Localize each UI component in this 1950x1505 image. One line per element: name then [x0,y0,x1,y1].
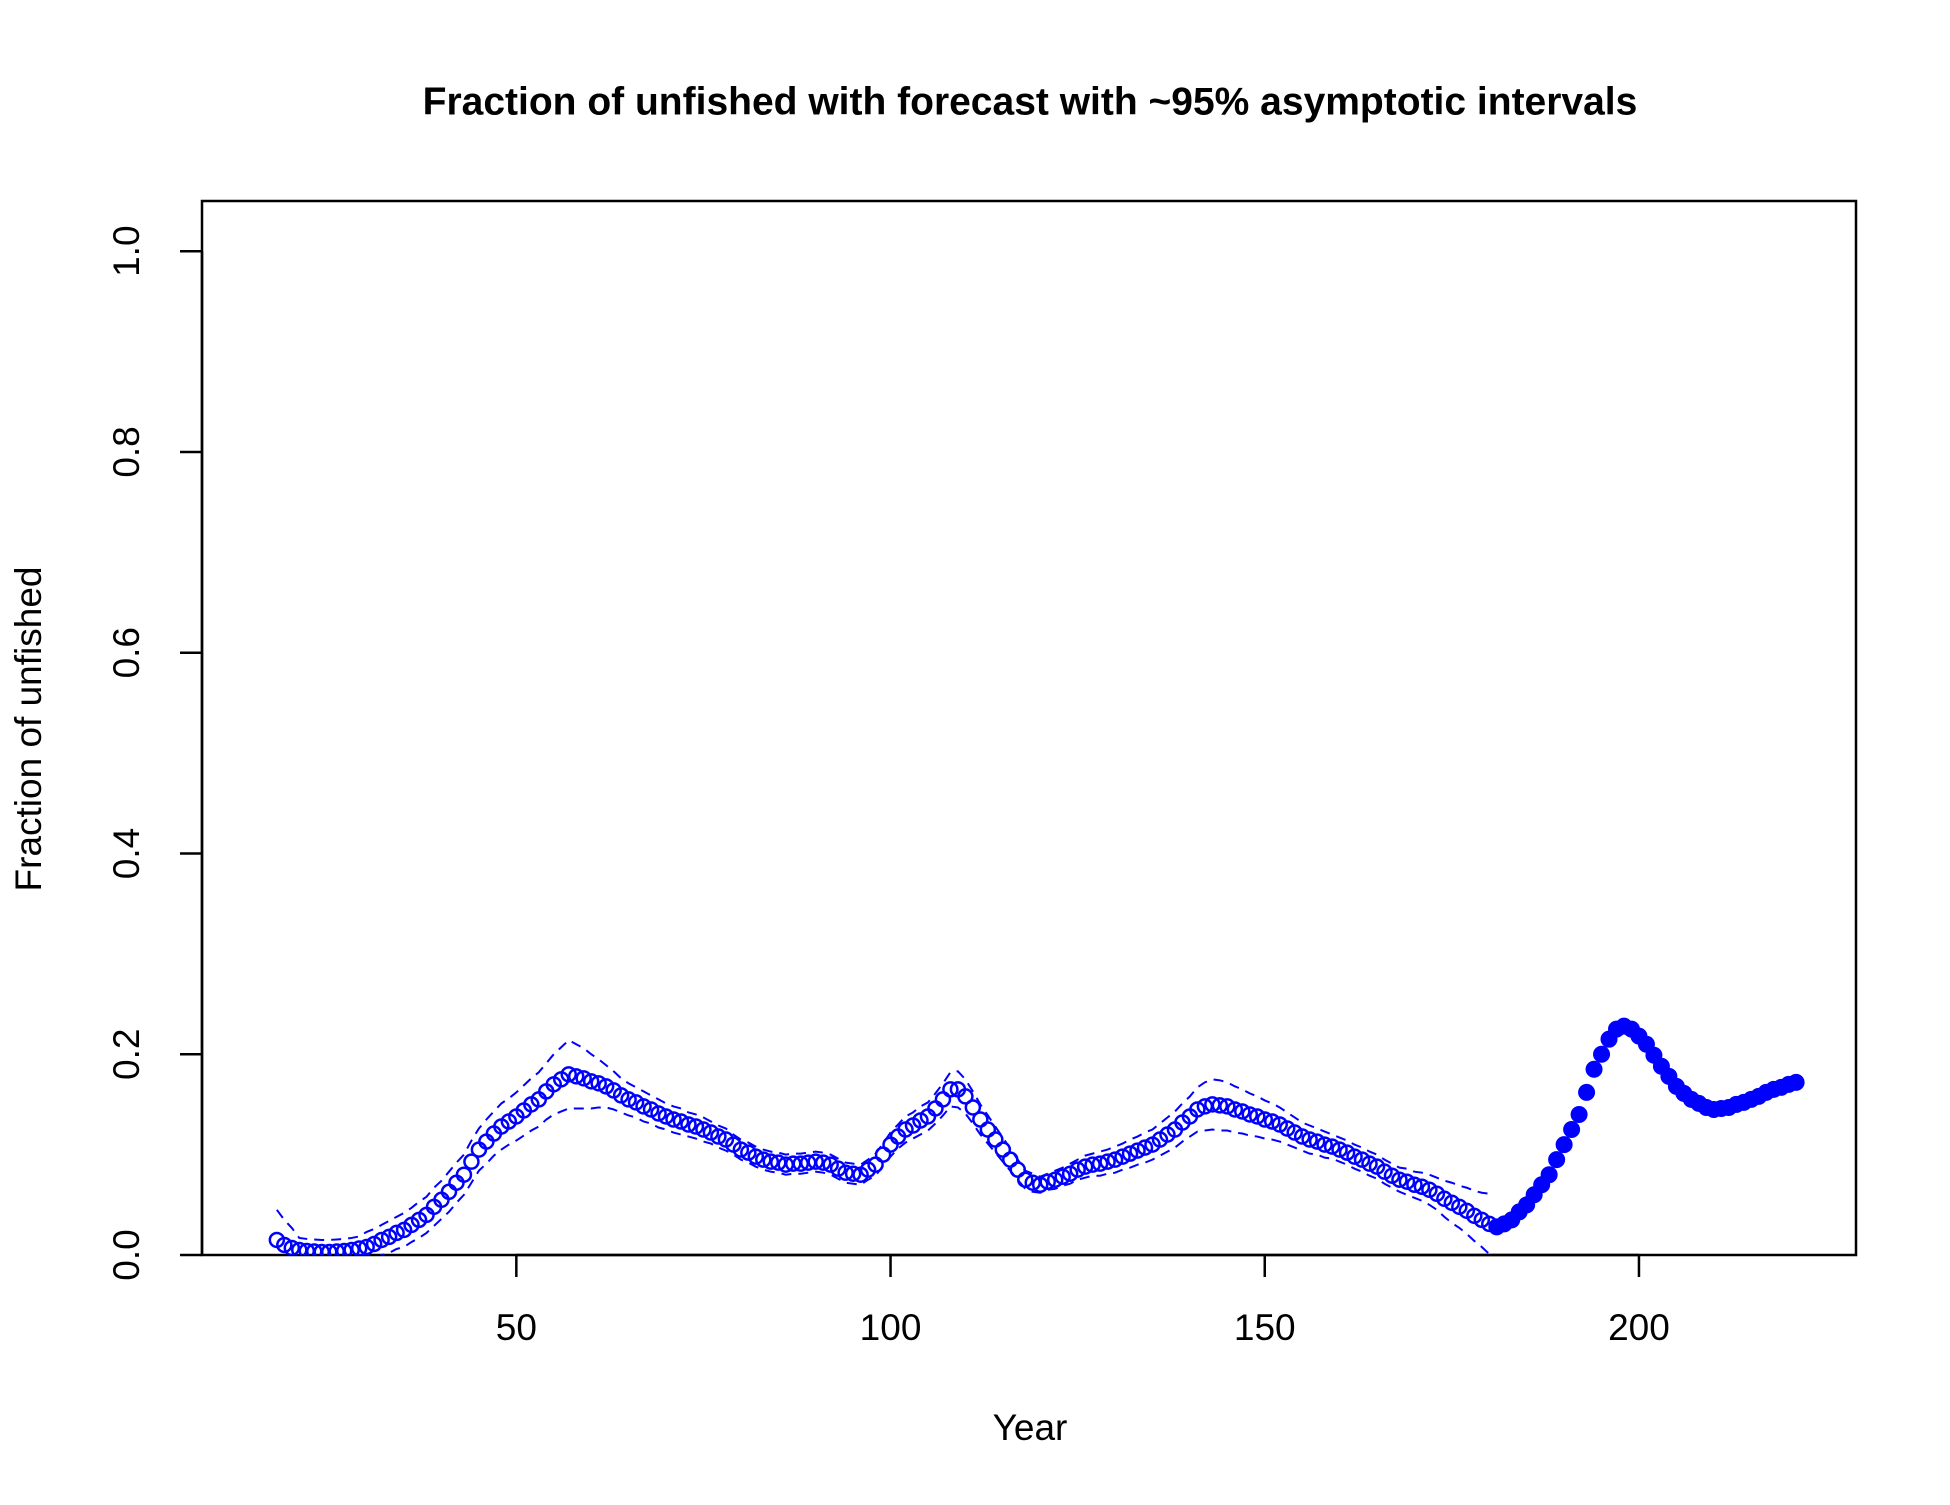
point [575,1070,592,1087]
point [1391,1171,1408,1188]
point [1346,1148,1363,1165]
y-tick-label: 1.0 [106,225,147,276]
point [620,1091,637,1108]
point [814,1154,832,1171]
point [388,1224,405,1242]
point [373,1231,390,1249]
y-tick-label: 0.8 [106,426,147,477]
point [1226,1101,1244,1118]
point [1031,1176,1049,1193]
point [1054,1168,1071,1185]
point [358,1238,375,1255]
point [1316,1136,1333,1153]
point [1413,1178,1431,1195]
forecast-point [1563,1121,1581,1139]
point [283,1239,301,1255]
point [1076,1158,1094,1175]
point [1308,1133,1326,1150]
y-axis-label: Fraction of unfished [8,567,49,892]
point [1039,1173,1056,1190]
point [1106,1151,1124,1168]
point [942,1081,959,1098]
point [560,1066,577,1083]
y-tick-label: 0.6 [106,627,147,678]
point [1017,1171,1034,1188]
point [665,1111,682,1128]
point [1323,1138,1341,1155]
point [335,1242,353,1255]
point [1398,1173,1416,1190]
point [755,1151,772,1168]
x-tick-label: 200 [1608,1307,1670,1348]
point [1249,1108,1266,1125]
point [695,1121,712,1138]
point [1091,1155,1109,1172]
point [1263,1113,1281,1130]
point [680,1116,697,1133]
point [844,1165,862,1182]
point [1256,1111,1274,1128]
point [1084,1156,1101,1173]
point [1361,1155,1378,1172]
chart-title: Fraction of unfished with forecast with … [423,80,1638,123]
x-tick-label: 100 [860,1307,922,1348]
point [657,1108,675,1125]
point [1136,1139,1154,1156]
forecast-point [1585,1060,1603,1078]
y-tick-label: 0.4 [106,828,147,879]
y-tick-label: 0.0 [106,1229,147,1280]
point [747,1148,765,1165]
forecast-point [1555,1136,1573,1154]
point [635,1098,652,1115]
point [343,1241,360,1255]
y-tick-label: 0.2 [106,1029,147,1080]
forecast-point [1787,1073,1805,1091]
forecast-point [1570,1105,1588,1123]
point [582,1073,600,1090]
forecast-point [1578,1083,1596,1101]
point [807,1153,824,1170]
point [590,1075,607,1092]
point [1406,1176,1423,1193]
point [1099,1153,1116,1170]
point [1219,1098,1236,1115]
forecast-point [1540,1166,1558,1184]
point [276,1236,293,1254]
point [1234,1103,1251,1120]
x-tick-label: 150 [1234,1307,1296,1348]
upper-bound [276,1038,1490,1241]
point [732,1141,750,1158]
point [350,1240,368,1255]
point [1301,1131,1318,1148]
point [762,1153,780,1170]
point [567,1068,585,1085]
point [650,1105,667,1122]
point [1293,1128,1311,1145]
point [710,1128,727,1145]
point [1114,1148,1131,1165]
point [1046,1171,1064,1188]
point [1241,1106,1259,1123]
point [1069,1161,1086,1178]
forecast-point [1548,1151,1566,1169]
point [1331,1141,1348,1158]
point [957,1088,974,1105]
point [455,1166,473,1183]
forecast-point [1593,1045,1611,1063]
point [1211,1097,1229,1114]
point [672,1113,690,1130]
point [687,1118,705,1135]
point [1121,1145,1139,1162]
point [1189,1101,1206,1118]
point [1129,1142,1146,1159]
plot-area [268,1017,1805,1255]
point [964,1099,982,1116]
x-tick-label: 50 [496,1307,537,1348]
point [463,1153,480,1170]
x-axis-label: Year [993,1407,1068,1448]
plot-frame [200,199,1858,1257]
